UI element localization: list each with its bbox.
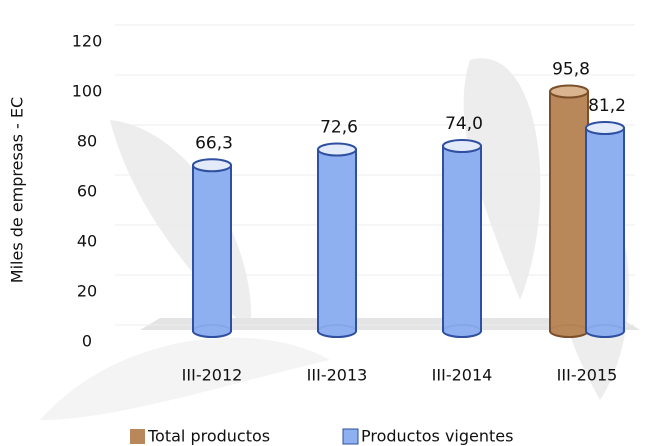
x-tick-label: III-2014 — [432, 366, 493, 385]
y-axis-label: Miles de empresas - EC — [8, 97, 27, 283]
cylinder-top — [550, 86, 588, 98]
y-tick-label: 40 — [77, 232, 97, 251]
x-tick-label: III-2015 — [557, 366, 618, 385]
y-tick-label: 80 — [77, 132, 97, 151]
y-tick-label: 60 — [77, 182, 97, 201]
cylinder-body — [587, 128, 623, 331]
cylinder-top — [193, 159, 231, 171]
value-label: 66,3 — [195, 133, 233, 153]
y-tick-label: 120 — [72, 32, 103, 51]
y-tick-label: 0 — [82, 332, 92, 351]
chart: Miles de empresas - EC 0 20 40 60 80 100 120 II… — [0, 0, 647, 446]
y-tick-label: 20 — [77, 282, 97, 301]
y-tick-label: 100 — [72, 82, 103, 101]
cylinder-body — [444, 146, 480, 331]
cylinder-top — [443, 140, 481, 152]
cylinder-top — [586, 122, 624, 134]
legend-label: Total productos — [147, 427, 270, 446]
cylinder-body — [551, 92, 587, 332]
legend-swatch — [343, 429, 358, 444]
value-label: 74,0 — [445, 114, 483, 134]
cylinder-body — [194, 165, 230, 331]
cylinder-body — [319, 150, 355, 332]
x-tick-label: III-2012 — [182, 366, 243, 385]
legend-label: Productos vigentes — [361, 427, 513, 446]
value-label: 81,2 — [588, 96, 626, 116]
cylinder-top — [318, 144, 356, 156]
x-tick-label: III-2013 — [307, 366, 368, 385]
value-label: 95,8 — [552, 60, 590, 80]
value-label: 72,6 — [320, 118, 358, 138]
legend-swatch — [130, 429, 145, 444]
